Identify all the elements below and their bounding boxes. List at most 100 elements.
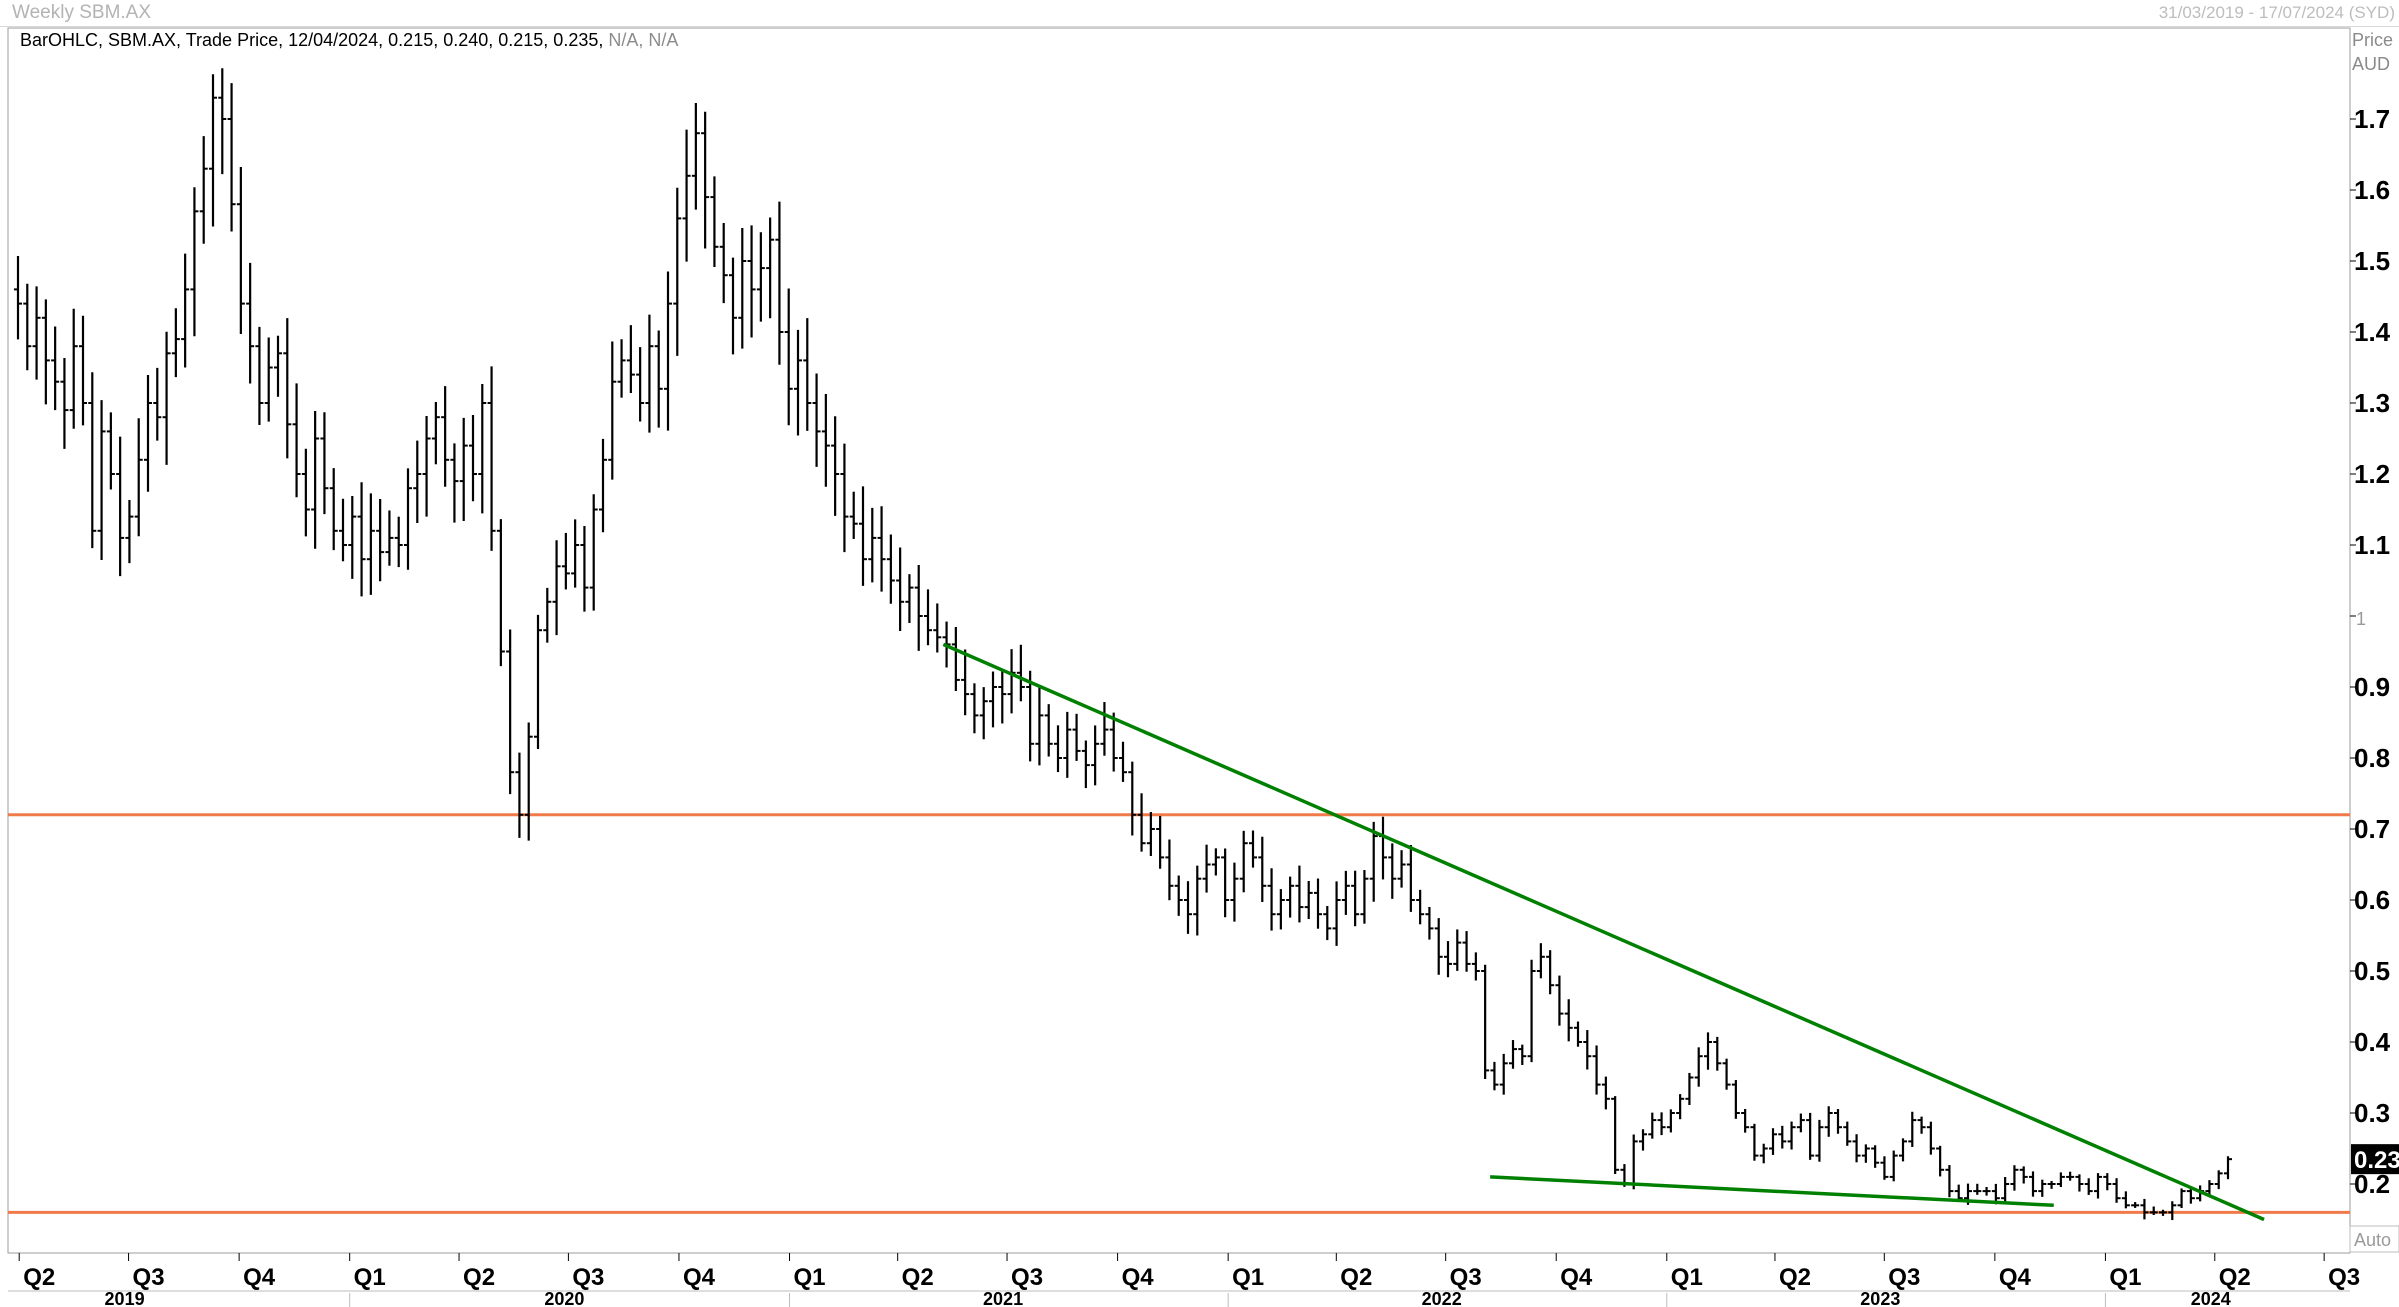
ohlc-bar xyxy=(775,201,784,365)
ohlc-bar xyxy=(1611,1096,1620,1174)
ohlc-bar xyxy=(255,326,264,426)
ohlc-bar xyxy=(1601,1076,1610,1110)
quarter-label: Q1 xyxy=(1232,1264,1264,1291)
ohlc-bar xyxy=(1973,1183,1982,1195)
ohlc-bar xyxy=(719,223,728,304)
ohlc-bar xyxy=(1824,1106,1833,1137)
ohlc-bar xyxy=(961,649,970,716)
ohlc-bar xyxy=(1694,1047,1703,1087)
ohlc-bar xyxy=(209,74,217,227)
ohlc-bar xyxy=(803,318,812,431)
ohlc-bar xyxy=(2066,1171,2075,1181)
ohlc-bar xyxy=(385,510,394,566)
ohlc-bar xyxy=(840,443,849,553)
ohlc-bar xyxy=(1676,1094,1685,1120)
ohlc-bar xyxy=(794,329,802,436)
time-axis[interactable]: Q2 Q3 Q4 Q1 Q2 Q3 Q4 Q1 Q2 Q3 Q4 Q1 Q2 Q3 Q4 Q1 Q2 Q3 Q4 Q1… xyxy=(0,1253,2360,1307)
ohlc-bar xyxy=(998,670,1007,724)
ohlc-bar xyxy=(2177,1188,2186,1208)
ohlc-bar xyxy=(1444,941,1452,978)
ohlc-bar xyxy=(422,416,431,517)
auto-scale-toggle[interactable]: Auto xyxy=(2349,1225,2399,1253)
ohlc-bar xyxy=(1193,865,1202,936)
ohlc-bar xyxy=(543,587,552,643)
ohlc-bar xyxy=(218,68,227,175)
ohlc-bar xyxy=(1750,1123,1759,1161)
quarter-label: Q4 xyxy=(1999,1264,2032,1291)
ohlc-bar xyxy=(2094,1173,2102,1199)
ohlc-bar xyxy=(1471,952,1480,981)
ohlc-bar xyxy=(292,383,301,498)
ohlc-bar xyxy=(459,417,468,521)
ohlc-bar xyxy=(970,683,979,734)
ohlc-bar xyxy=(710,176,719,268)
ohlc-bar xyxy=(756,232,765,322)
ohlc-bar xyxy=(886,534,895,604)
ohlc-bar xyxy=(60,357,69,449)
ohlc-bar xyxy=(1769,1128,1777,1155)
quarter-label: Q2 xyxy=(23,1264,55,1291)
year-label: 2020 xyxy=(544,1289,584,1307)
last-price-tag: 0.235 xyxy=(2351,1144,2399,1175)
ohlc-bar xyxy=(1221,848,1230,918)
ohlc-bar xyxy=(599,438,607,533)
ohlc-bar xyxy=(2001,1177,2010,1203)
ohlc-bar xyxy=(1555,975,1564,1026)
year-label: 2023 xyxy=(1860,1289,1900,1307)
ohlc-bar xyxy=(1722,1058,1731,1090)
ohlc-bar xyxy=(366,493,375,595)
ohlc-bar xyxy=(450,443,459,523)
ohlc-bar xyxy=(1007,649,1016,714)
ohlc-bar xyxy=(1592,1045,1601,1095)
ohlc-bar xyxy=(1258,836,1267,903)
ohlc-bar xyxy=(654,330,663,428)
ohlc-bar xyxy=(236,166,245,335)
quarter-label: Q2 xyxy=(463,1264,495,1291)
ohlc-bar xyxy=(784,288,793,426)
y-tick-label: 1.5 xyxy=(2354,246,2390,276)
ohlc-bar xyxy=(2214,1170,2223,1190)
y-tick-label: 1.4 xyxy=(2354,317,2391,347)
y-tick-label: 0.8 xyxy=(2354,743,2390,773)
ohlc-bar xyxy=(274,335,282,397)
ohlc-bar xyxy=(162,331,171,465)
ohlc-bar xyxy=(1731,1080,1740,1119)
ohlc-bar xyxy=(357,482,366,597)
ohlc-bar xyxy=(1323,906,1332,941)
currency-label: AUD xyxy=(2352,54,2390,74)
trendline xyxy=(1490,1175,2054,1208)
year-label: 2021 xyxy=(983,1289,1023,1307)
ohlc-bar xyxy=(1936,1145,1945,1177)
ohlc-bar xyxy=(1527,959,1536,1063)
y-tick-label: 1.3 xyxy=(2354,388,2390,418)
price-axis[interactable]: Price AUD 1.7 1.6 1.5 1.4 1.3 1.2 1.1 1 0.9 0.8 0.… xyxy=(2350,30,2393,1199)
ohlc-bar xyxy=(951,627,960,692)
ohlc-bar xyxy=(2186,1187,2195,1204)
ohlc-bar xyxy=(645,314,654,433)
quarter-label: Q3 xyxy=(2328,1264,2360,1291)
trendline xyxy=(942,642,2265,1222)
ohlc-bar xyxy=(914,564,923,651)
ohlc-bar xyxy=(2084,1178,2093,1195)
ohlc-bar xyxy=(2075,1174,2084,1192)
series-legend: BarOHLC, SBM.AX, Trade Price, 12/04/2024… xyxy=(20,30,678,51)
ohlc-bar xyxy=(2205,1180,2214,1197)
auto-scale-box[interactable] xyxy=(2349,1225,2399,1253)
ohlc-bar xyxy=(1165,839,1174,901)
ohlc-bar xyxy=(1713,1036,1722,1071)
ohlc-bar xyxy=(1295,865,1304,923)
ohlc-bar xyxy=(589,494,598,611)
series-description: BarOHLC, SBM.AX, Trade Price, 12/04/2024… xyxy=(20,30,604,50)
ohlc-bar xyxy=(664,271,672,431)
ohlc-bar xyxy=(41,299,50,405)
ohlc-bar xyxy=(1536,943,1545,979)
ohlc-bar xyxy=(88,372,97,549)
ohlc-bar xyxy=(2019,1166,2028,1184)
ohlc-bar xyxy=(1416,889,1425,925)
ohlc-bar xyxy=(264,337,273,422)
ohlc-bar xyxy=(766,217,775,319)
ohlc-bar xyxy=(1072,713,1081,761)
ohlc-bar xyxy=(283,318,292,459)
ohlc-bar xyxy=(924,589,932,646)
